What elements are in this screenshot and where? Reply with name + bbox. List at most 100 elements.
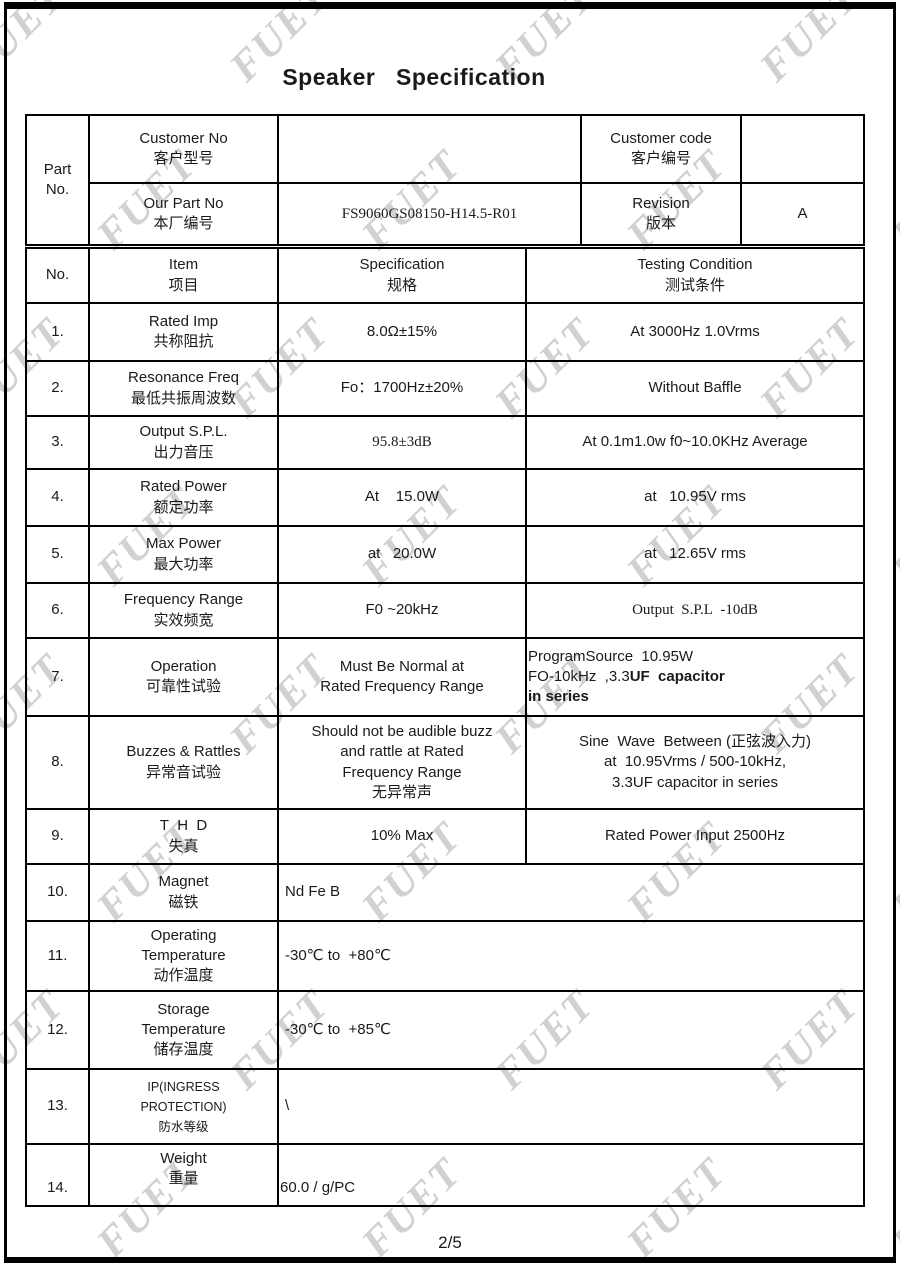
item-line: 储存温度: [153, 1041, 214, 1059]
spec-cell: 10% Max: [277, 808, 527, 865]
item-line: Frequency Range: [123, 591, 244, 609]
table-row: 14. Weight 重量 60.0 / g/PC: [25, 1143, 865, 1207]
table-row: 11. Operating Temperature 动作温度 -30℃ to +80℃: [25, 920, 865, 992]
item-line: 防水等级: [158, 1119, 209, 1134]
test-cell: ProgramSource 10.95W FO-10kHz ,3.3UF capa…: [525, 637, 865, 717]
spec-line: Must Be Normal at: [339, 657, 465, 675]
item-cell: Weight 重量: [88, 1143, 279, 1207]
item-line: T H D: [159, 817, 208, 835]
our-part-no-label: Our Part No 本厂编号: [88, 182, 279, 246]
spec-cell: Fo：1700Hz±20%: [277, 360, 527, 417]
test-cell: at 12.65V rms: [525, 525, 865, 584]
item-line: Buzzes & Rattles: [126, 743, 241, 761]
revision-value: A: [740, 182, 865, 246]
item-line: Max Power: [145, 535, 222, 553]
spec-line: Frequency Range: [342, 763, 462, 781]
customer-code-label-zh: 客户编号: [630, 150, 691, 167]
item-line: Resonance Freq: [128, 369, 239, 387]
test-line: Without Baffle: [648, 379, 742, 397]
test-segment: UF capacitor: [629, 667, 725, 685]
specification-table: No. Item 项目 Specification 规格 Testing Con…: [25, 247, 865, 1207]
test-cell: At 3000Hz 1.0Vrms: [525, 302, 865, 362]
spec-line: Rated Frequency Range: [320, 678, 484, 695]
item-cell: Frequency Range 实效频宽: [88, 582, 279, 639]
item-line: 可靠性试验: [145, 678, 221, 695]
spec-line: Should not be audible buzz: [311, 723, 493, 740]
item-cell: Output S.P.L. 出力音压: [88, 415, 279, 470]
test-line: at 10.95Vrms / 500-10kHz,: [603, 753, 787, 771]
test-line: Rated Power Input 2500Hz: [604, 827, 786, 845]
item-line: Rated Power: [140, 478, 227, 496]
table-row: 4. Rated Power 额定功率 At 15.0W at 10.95V rms: [25, 468, 865, 527]
spec-line: At 15.0W: [364, 488, 440, 506]
spec-line: 无异常声: [371, 783, 432, 801]
test-line: FO-10kHz ,3.3UF capacitor: [528, 667, 862, 687]
item-line: 重量: [168, 1170, 199, 1188]
value-line: \: [285, 1097, 290, 1115]
spec-line: 95.8±3dB: [372, 434, 432, 451]
value-cell: -30℃ to +80℃: [277, 920, 865, 992]
spec-header-spec-en: Specification: [359, 256, 445, 274]
item-line: Weight: [160, 1150, 207, 1167]
item-line: 共称阻抗: [153, 333, 214, 350]
item-line: 额定功率: [153, 498, 214, 516]
item-line: Temperature: [141, 1020, 226, 1038]
spec-header-row: No. Item 项目 Specification 规格 Testing Con…: [25, 247, 865, 304]
test-line: ProgramSource 10.95W: [528, 647, 862, 667]
table-row: 7. Operation 可靠性试验 Must Be Normal at Rated F…: [25, 637, 865, 717]
row-number: 3.: [25, 415, 90, 470]
table-row: Our Part No 本厂编号 FS9060GS08150-H14.5-R01…: [26, 182, 865, 246]
watermark-text: FUET: [883, 477, 900, 595]
item-line: 失真: [168, 837, 199, 855]
item-line: 动作温度: [153, 967, 214, 985]
item-cell: Operation 可靠性试验: [88, 637, 279, 717]
table-row: 3. Output S.P.L. 出力音压 95.8±3dB At 0.1m1.0w f…: [25, 415, 865, 470]
table-row: 5. Max Power 最大功率 at 20.0W at 12.65V rms: [25, 525, 865, 584]
test-segment: ProgramSource 10.95W: [528, 647, 694, 665]
part-no-label-line1: Part: [43, 160, 72, 178]
item-line: PROTECTION): [140, 1099, 227, 1114]
item-line: 实效频宽: [153, 611, 214, 629]
row-number: 7.: [25, 637, 90, 717]
spec-cell: 95.8±3dB: [277, 415, 527, 470]
table-row: 9. T H D 失真 10% Max Rated Power Input 2500Hz: [25, 808, 865, 865]
value-line: 60.0 / g/PC: [280, 1178, 356, 1196]
spec-header-spec: Specification 规格: [277, 247, 527, 304]
value-line: -30℃ to +85℃: [285, 1020, 391, 1038]
item-cell: Magnet 磁铁: [88, 863, 279, 922]
table-row: 1. Rated Imp 共称阻抗 8.0Ω±15% At 3000Hz 1.0Vrms: [25, 302, 865, 362]
spec-line: 10% Max: [370, 827, 434, 845]
test-cell: at 10.95V rms: [525, 468, 865, 527]
item-cell: IP(INGRESS PROTECTION) 防水等级: [88, 1068, 279, 1145]
spec-table-body: 1. Rated Imp 共称阻抗 8.0Ω±15% At 3000Hz 1.0Vrms…: [25, 302, 865, 1207]
test-line: At 0.1m1.0w f0~10.0KHz Average: [582, 433, 808, 451]
row-number: 6.: [25, 582, 90, 639]
watermark-text: FUET: [883, 813, 900, 931]
spec-cell: 8.0Ω±15%: [277, 302, 527, 362]
spec-header-item: Item 项目: [88, 247, 279, 304]
spec-line: and rattle at Rated: [340, 743, 464, 761]
customer-no-label-zh: 客户型号: [153, 150, 214, 167]
part-no-label: Part No.: [25, 114, 90, 246]
test-line: at 12.65V rms: [644, 545, 746, 563]
value-cell: 60.0 / g/PC: [277, 1143, 865, 1207]
watermark-text: FUET: [883, 141, 900, 259]
table-row: 12. Storage Temperature 储存温度 -30℃ to +85℃: [25, 990, 865, 1070]
spec-line: Fo：1700Hz±20%: [340, 379, 464, 397]
spec-header-item-zh: 项目: [168, 276, 199, 294]
row-number: 13.: [25, 1068, 90, 1145]
revision-label: Revision 版本: [580, 182, 742, 246]
item-line: 磁铁: [168, 893, 199, 911]
test-cell: Without Baffle: [525, 360, 865, 417]
table-row: Part No. Customer No 客户型号 Customer code …: [25, 114, 865, 246]
item-line: Rated Imp: [148, 312, 219, 330]
row-number: 5.: [25, 525, 90, 584]
table-row: 6. Frequency Range 实效频宽 F0 ~20kHz Output S.P…: [25, 582, 865, 639]
item-line: 最低共振周波数: [130, 389, 236, 407]
item-cell: Rated Power 额定功率: [88, 468, 279, 527]
item-line: Temperature: [141, 946, 226, 964]
item-line: IP(INGRESS: [147, 1079, 220, 1094]
customer-no-label-en: Customer No: [139, 129, 228, 147]
customer-code-value: [740, 114, 865, 184]
